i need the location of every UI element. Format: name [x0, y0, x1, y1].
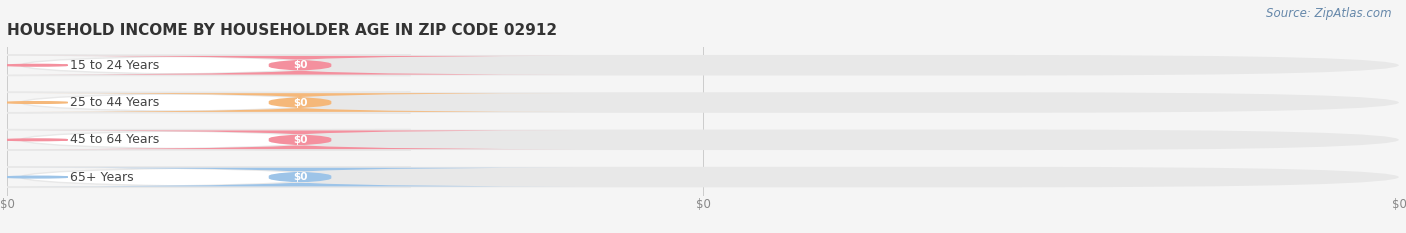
FancyBboxPatch shape — [21, 55, 1399, 75]
Text: $0: $0 — [292, 135, 308, 145]
Text: $0: $0 — [292, 60, 308, 70]
FancyBboxPatch shape — [25, 168, 575, 186]
FancyBboxPatch shape — [21, 92, 1399, 113]
FancyBboxPatch shape — [21, 167, 1399, 187]
FancyBboxPatch shape — [0, 130, 411, 150]
Text: 65+ Years: 65+ Years — [70, 171, 134, 184]
Circle shape — [6, 176, 67, 178]
Circle shape — [6, 102, 67, 103]
Text: $0: $0 — [292, 98, 308, 107]
Circle shape — [6, 64, 67, 66]
FancyBboxPatch shape — [25, 93, 575, 112]
Circle shape — [6, 139, 67, 141]
FancyBboxPatch shape — [0, 55, 411, 75]
Text: 25 to 44 Years: 25 to 44 Years — [70, 96, 159, 109]
Text: Source: ZipAtlas.com: Source: ZipAtlas.com — [1267, 7, 1392, 20]
Text: HOUSEHOLD INCOME BY HOUSEHOLDER AGE IN ZIP CODE 02912: HOUSEHOLD INCOME BY HOUSEHOLDER AGE IN Z… — [7, 24, 557, 38]
FancyBboxPatch shape — [0, 92, 411, 113]
FancyBboxPatch shape — [25, 130, 575, 149]
Text: 15 to 24 Years: 15 to 24 Years — [70, 59, 159, 72]
FancyBboxPatch shape — [25, 56, 575, 75]
FancyBboxPatch shape — [21, 130, 1399, 150]
Text: $0: $0 — [292, 172, 308, 182]
FancyBboxPatch shape — [0, 167, 411, 187]
Text: 45 to 64 Years: 45 to 64 Years — [70, 133, 159, 146]
